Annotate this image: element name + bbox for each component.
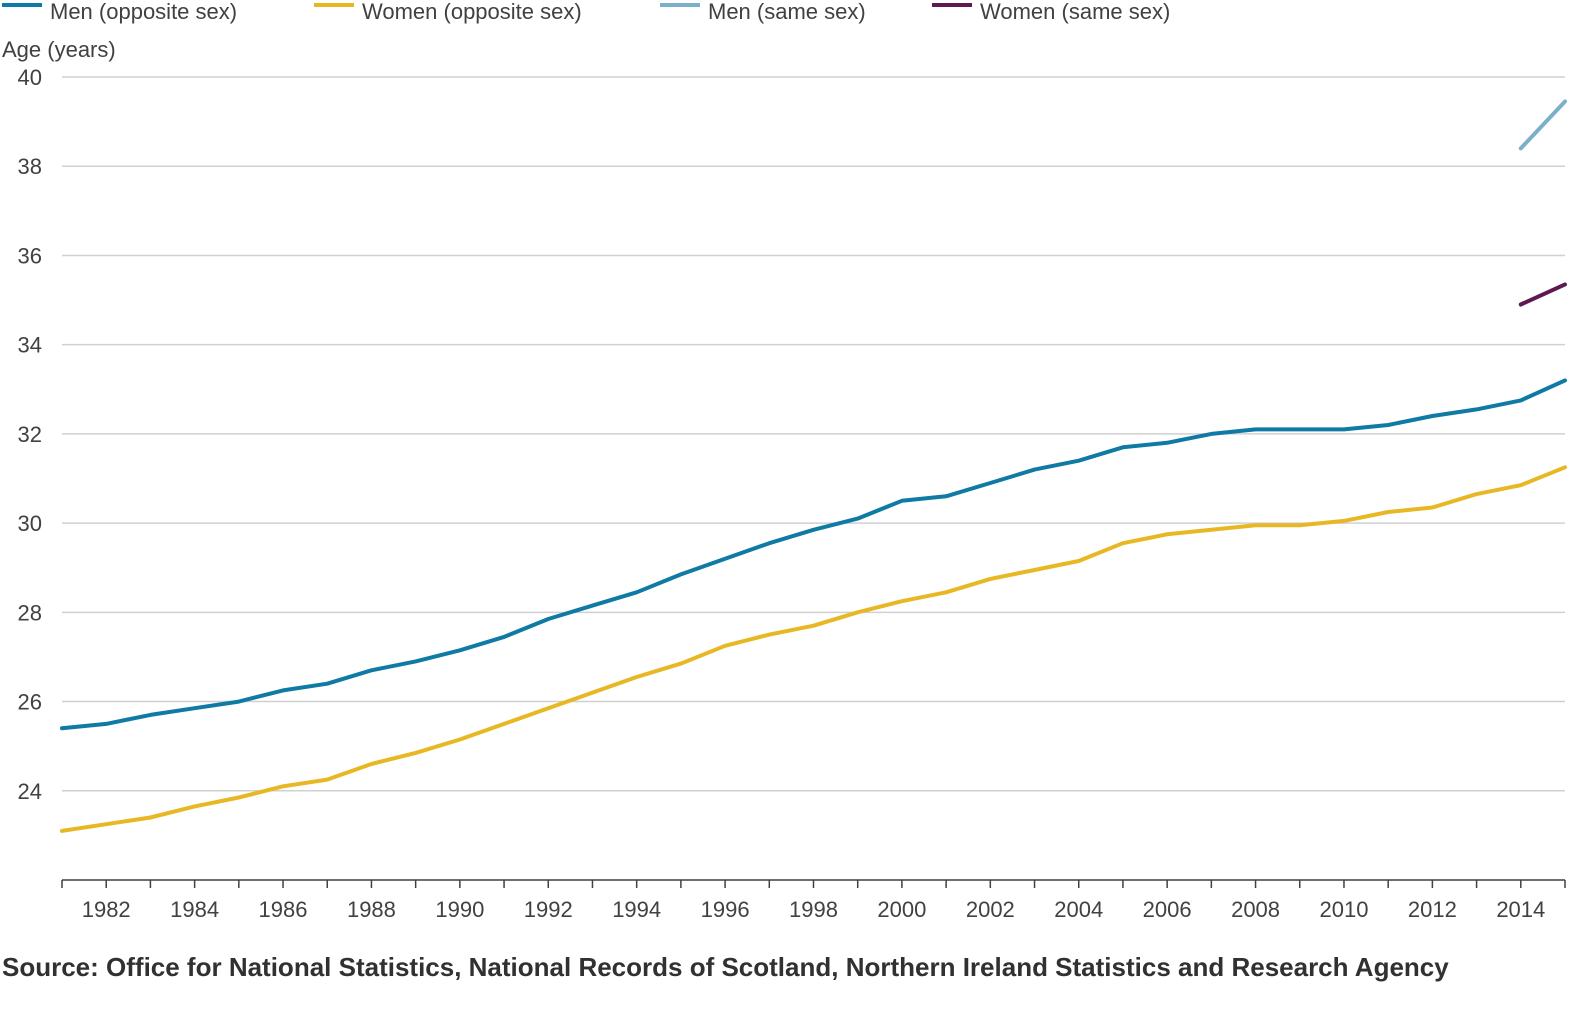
series-line [60,378,1567,731]
y-tick-label: 30 [18,511,42,536]
y-tick-label: 28 [18,600,42,625]
legend-label: Women (opposite sex) [362,0,582,24]
x-tick-label: 2010 [1319,897,1368,922]
x-tick-label: 2006 [1143,897,1192,922]
series-line [60,465,1567,833]
series-line [1518,99,1567,151]
legend-label: Women (same sex) [980,0,1170,24]
x-tick-label: 1994 [612,897,661,922]
y-tick-label: 36 [18,243,42,268]
x-tick-label: 1996 [701,897,750,922]
y-tick-label: 24 [18,779,42,804]
x-tick-label: 2008 [1231,897,1280,922]
x-tick-label: 2000 [877,897,926,922]
x-tick-label: 2014 [1496,897,1545,922]
x-tick-label: 2004 [1054,897,1103,922]
legend-label: Men (same sex) [708,0,866,24]
y-tick-label: 26 [18,690,42,715]
x-tick-label: 2002 [966,897,1015,922]
x-tick-label: 1990 [435,897,484,922]
y-axis-title: Age (years) [2,37,116,62]
y-tick-label: 32 [18,422,42,447]
y-axis: 24 26 28 30 32 34 36 38 40 [18,65,42,804]
series-line [1518,282,1567,307]
source-note: Source: Office for National Statistics, … [2,952,1449,982]
series-lines [60,99,1567,833]
x-tick-label: 1998 [789,897,838,922]
y-tick-label: 38 [18,154,42,179]
x-tick-label: 1982 [82,897,131,922]
y-tick-label: 40 [18,65,42,90]
legend: Men (opposite sex) Women (opposite sex) Me… [2,0,1170,24]
legend-label: Men (opposite sex) [50,0,237,24]
x-tick-label: 1988 [347,897,396,922]
x-tick-label: 1986 [259,897,308,922]
y-tick-label: 34 [18,333,42,358]
gridlines [62,76,1565,792]
x-tick-label: 1984 [170,897,219,922]
x-tick-label: 1992 [524,897,573,922]
x-axis: 1982 1984 1986 1988 1990 1992 1994 1996 1998 2000… [61,879,1566,922]
x-tick-label: 2012 [1408,897,1457,922]
line-chart: Men (opposite sex) Women (opposite sex) Me… [2,0,1567,922]
